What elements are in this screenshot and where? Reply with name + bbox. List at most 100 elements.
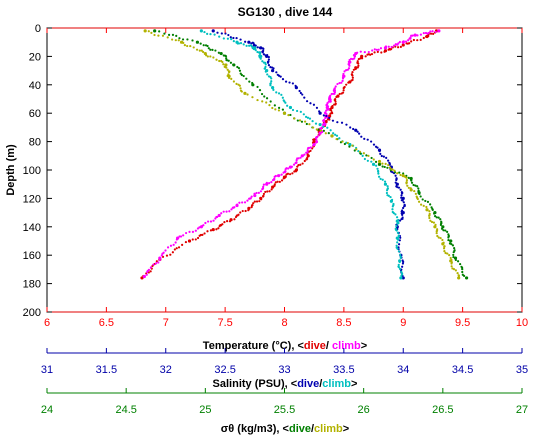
data-point-trace (394, 174, 397, 177)
data-point-trace (158, 258, 161, 262)
data-point-trace (161, 34, 165, 37)
data-point-trace (174, 39, 177, 42)
data-point-trace (232, 36, 235, 40)
data-point-trace (376, 146, 379, 149)
data-point-trace (229, 36, 232, 39)
data-point-trace (303, 96, 306, 99)
data-point-trace (215, 58, 218, 61)
data-point (211, 29, 215, 33)
data-point-trace (261, 60, 264, 63)
data-point-trace (303, 120, 307, 123)
data-point-trace (284, 168, 287, 171)
data-point (187, 239, 192, 243)
data-point-trace (247, 209, 250, 212)
data-point-trace (262, 192, 266, 196)
data-point-trace (186, 44, 189, 48)
data-point-trace (383, 165, 386, 169)
data-point-trace (412, 38, 415, 42)
depth-tick-label: 60 (29, 108, 41, 120)
data-point-trace (298, 89, 301, 93)
data-point-trace (442, 229, 445, 232)
data-point-trace (429, 203, 432, 206)
data-point-trace (280, 179, 284, 182)
series-sigma-climb (143, 29, 461, 280)
data-point (219, 51, 223, 56)
data-point-trace (218, 224, 221, 228)
salinity-tick-label: 31.5 (96, 364, 117, 376)
data-point-trace (395, 229, 398, 232)
salinity-tick-label: 32.5 (214, 364, 235, 376)
data-point-trace (385, 191, 389, 195)
data-point-trace (401, 265, 404, 268)
data-point-trace (398, 267, 402, 270)
data-point-trace (396, 241, 399, 244)
data-point (306, 154, 310, 158)
data-point-trace (270, 77, 273, 80)
data-point-trace (442, 247, 446, 250)
data-point-trace (212, 219, 215, 222)
data-point-trace (209, 48, 212, 51)
data-point-trace (325, 114, 328, 118)
data-point-trace (280, 173, 283, 176)
data-point-trace (370, 52, 374, 56)
data-point-trace (298, 119, 302, 122)
data-point-trace (145, 273, 148, 276)
data-point-trace (435, 216, 438, 219)
data-point-trace (214, 217, 217, 220)
data-point-trace (326, 118, 330, 121)
depth-tick-label: 0 (35, 23, 41, 35)
data-point-trace (181, 243, 184, 246)
data-point-trace (397, 46, 400, 49)
data-point-trace (306, 147, 310, 150)
data-point-trace (254, 44, 257, 47)
temperature-tick-label: 7 (163, 317, 169, 329)
temperature-label-sep: / (326, 340, 332, 352)
data-point-trace (309, 149, 312, 152)
data-point-trace (407, 186, 410, 189)
data-point (232, 63, 236, 67)
data-point-trace (280, 93, 283, 96)
data-point (271, 86, 275, 90)
data-point-trace (272, 67, 275, 70)
data-point-trace (341, 77, 345, 80)
data-point (401, 196, 405, 200)
data-point-trace (246, 93, 249, 96)
data-point-trace (430, 220, 434, 224)
data-point-trace (462, 274, 466, 277)
sigma-tick-label: 24 (41, 404, 53, 416)
depth-tick-label: 180 (23, 279, 41, 291)
data-point-trace (230, 77, 233, 80)
data-point-trace (400, 192, 404, 195)
data-point (294, 86, 298, 90)
data-point-trace (347, 81, 350, 84)
data-point-trace (209, 55, 212, 58)
data-point-trace (269, 66, 272, 69)
data-point-trace (396, 247, 399, 250)
data-point-trace (440, 227, 444, 230)
data-point (425, 208, 429, 212)
data-point-trace (326, 102, 329, 105)
data-point-trace (224, 55, 228, 58)
data-point-trace (308, 123, 311, 126)
data-point-trace (392, 211, 395, 215)
data-point-trace (202, 50, 205, 54)
data-point-trace (405, 182, 408, 185)
data-point-trace (452, 268, 456, 271)
data-point-trace (360, 135, 363, 138)
data-point-trace (212, 56, 215, 59)
data-point-trace (192, 46, 195, 49)
data-point-trace (435, 232, 438, 235)
data-point-trace (188, 230, 191, 234)
data-point-trace (383, 50, 386, 53)
data-point-trace (217, 227, 220, 230)
data-point-trace (324, 132, 327, 135)
data-point-trace (232, 80, 235, 83)
data-point-trace (268, 190, 271, 193)
data-point-trace (416, 34, 419, 37)
data-point-trace (388, 166, 392, 169)
data-point-trace (340, 92, 343, 95)
data-point-trace (428, 216, 431, 220)
data-point-trace (385, 156, 388, 159)
data-point-trace (387, 194, 390, 197)
data-point-trace (394, 213, 397, 216)
